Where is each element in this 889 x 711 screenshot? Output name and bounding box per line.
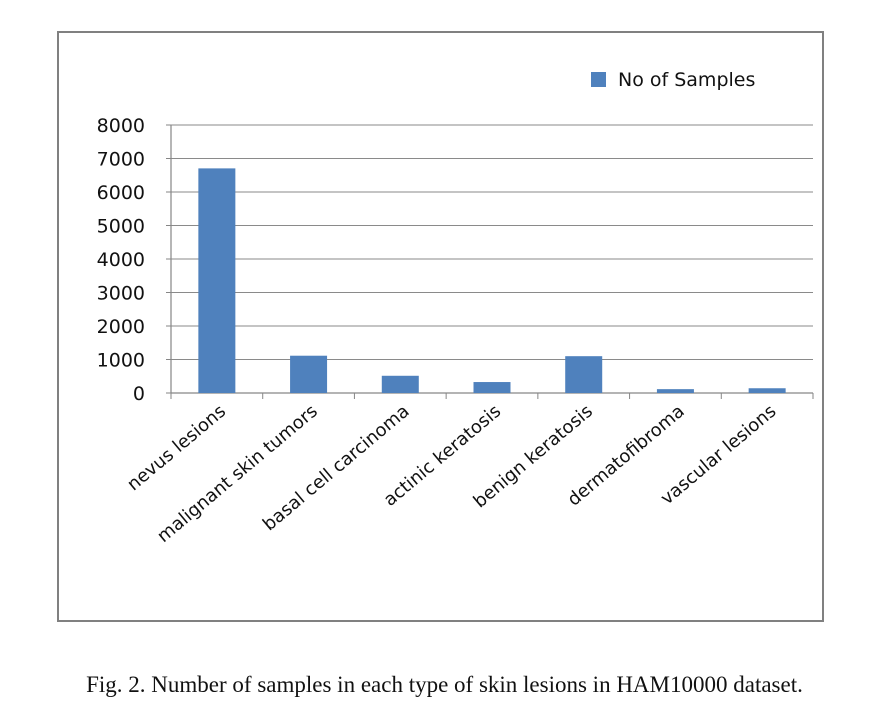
gridlines <box>171 124 813 360</box>
x-tick-marks <box>170 393 814 399</box>
legend-label: No of Samples <box>618 69 755 91</box>
y-tick-label: 2000 <box>97 316 145 338</box>
y-tick-label: 8000 <box>97 115 145 137</box>
legend: No of Samples <box>591 69 755 91</box>
bars <box>198 168 786 393</box>
y-tick-label: 4000 <box>97 249 145 271</box>
y-tick-label: 3000 <box>97 283 145 305</box>
bar-malignant-skin-tumors <box>290 355 328 393</box>
category-label: basal cell carcinoma <box>259 401 414 535</box>
bar-chart: 0 1000 2000 3000 4000 5000 6000 7000 8000 nevus … <box>97 69 814 547</box>
bar-basal-cell-carcinoma <box>381 375 419 393</box>
bar-actinic-keratosis <box>473 382 511 393</box>
bar-benign-keratosis <box>565 356 603 393</box>
y-tick-label: 1000 <box>97 350 145 372</box>
bar-nevus-lesions <box>198 168 236 393</box>
y-tick-label: 6000 <box>97 182 145 204</box>
y-tick-label: 5000 <box>97 216 145 238</box>
figure-caption: Fig. 2. Number of samples in each type o… <box>86 672 803 697</box>
bar-vascular-lesions <box>748 388 786 393</box>
y-tick-label: 7000 <box>97 149 145 171</box>
y-tick-label: 0 <box>133 383 145 405</box>
bar-dermatofibroma <box>656 389 694 393</box>
legend-swatch <box>591 72 606 87</box>
y-tick-labels: 0 1000 2000 3000 4000 5000 6000 7000 8000 <box>97 115 171 405</box>
category-label: malignant skin tumors <box>153 401 322 547</box>
